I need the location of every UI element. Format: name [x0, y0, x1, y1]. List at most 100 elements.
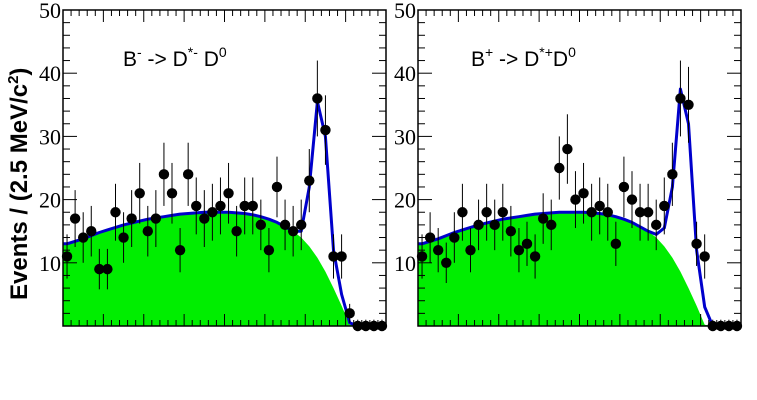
- marker: [457, 207, 468, 218]
- marker: [683, 99, 694, 111]
- right-data-point: [731, 319, 743, 332]
- marker: [344, 308, 355, 319]
- left-data-point: [118, 212, 129, 263]
- marker: [199, 213, 210, 224]
- marker: [546, 219, 557, 231]
- right-data-point: [691, 221, 702, 266]
- right-data-point: [618, 156, 630, 218]
- marker: [328, 251, 339, 262]
- left-data-point: [69, 190, 81, 247]
- left-data-point: [360, 319, 372, 332]
- panel-left: 10 20 30 40 50 B- -> D*- D0: [39, 0, 388, 332]
- left-data-point: [215, 177, 226, 235]
- left-data-point: [231, 205, 242, 257]
- right-data-point: [570, 171, 581, 229]
- left-y-tick-label: 30: [39, 124, 61, 149]
- marker: [659, 200, 670, 212]
- marker: [449, 232, 460, 243]
- left-data-point: [94, 248, 105, 290]
- right-data-point: [594, 177, 605, 235]
- right-data-point: [634, 183, 646, 241]
- marker: [312, 93, 323, 104]
- marker: [118, 232, 129, 243]
- marker: [207, 207, 218, 218]
- marker: [513, 244, 525, 256]
- right-data-point: [651, 199, 662, 251]
- marker: [667, 169, 678, 180]
- left-data-point: [239, 177, 250, 235]
- left-data-point: [296, 199, 307, 251]
- left-data-point: [61, 234, 73, 279]
- right-data-point: [578, 162, 589, 224]
- right-data-point: [449, 212, 460, 263]
- marker: [578, 188, 589, 199]
- left-data-point: [158, 142, 170, 206]
- right-data-point: [715, 319, 727, 332]
- right-y-tick-label: 20: [394, 188, 416, 213]
- panel-left-title: B- -> D*- D0: [123, 44, 227, 71]
- marker: [279, 219, 291, 231]
- left-data-point: [166, 162, 178, 224]
- marker: [271, 181, 283, 193]
- left-data-point: [263, 228, 275, 273]
- left-data-point: [223, 162, 234, 224]
- marker: [642, 207, 654, 218]
- right-data-point: [465, 228, 476, 273]
- marker: [134, 188, 145, 199]
- left-data-point: [255, 199, 267, 251]
- marker: [626, 194, 638, 205]
- marker: [497, 207, 508, 218]
- marker: [489, 219, 500, 231]
- left-y-tick-label: 50: [39, 0, 61, 23]
- left-data-point: [86, 205, 97, 257]
- marker: [723, 320, 735, 332]
- right-data-point: [513, 228, 525, 273]
- left-y-tick-label: 10: [39, 251, 61, 276]
- left-data-point: [207, 183, 218, 241]
- left-data-point: [368, 319, 380, 332]
- marker: [424, 232, 436, 243]
- marker: [247, 200, 258, 212]
- marker: [432, 244, 444, 256]
- left-data-point: [77, 212, 89, 263]
- marker: [110, 207, 121, 218]
- left-y-tick-label: 40: [39, 61, 61, 86]
- marker: [158, 169, 170, 180]
- marker: [602, 207, 613, 218]
- left-data-point: [312, 60, 323, 137]
- marker: [231, 226, 242, 237]
- marker: [142, 226, 153, 237]
- right-data-point: [521, 221, 533, 266]
- left-data-point: [279, 199, 291, 251]
- marker: [296, 219, 307, 231]
- marker: [150, 213, 162, 224]
- marker: [586, 207, 597, 218]
- marker: [416, 251, 428, 262]
- right-data-point: [723, 319, 735, 332]
- marker: [537, 213, 549, 224]
- marker: [77, 232, 89, 243]
- right-data-point: [675, 60, 686, 137]
- left-data-point: [247, 177, 258, 235]
- left-data-point: [142, 205, 153, 257]
- left-data-point: [344, 303, 355, 323]
- right-data-point: [432, 228, 444, 273]
- marker: [166, 188, 178, 199]
- left-y-tick-label: 20: [39, 188, 61, 213]
- right-data-point: [489, 199, 500, 251]
- left-data-point: [174, 228, 186, 273]
- right-data-point: [497, 183, 508, 241]
- left-data-point: [182, 142, 194, 206]
- marker: [287, 226, 299, 237]
- marker: [675, 93, 686, 104]
- left-data-point: [110, 183, 121, 241]
- marker: [699, 251, 710, 262]
- left-data-point: [328, 234, 339, 279]
- marker: [239, 200, 250, 212]
- left-data-point: [199, 190, 210, 247]
- right-data-point: [441, 242, 452, 284]
- right-data-point: [473, 199, 484, 251]
- marker: [368, 320, 380, 332]
- right-data-point: [424, 212, 436, 263]
- right-data-point: [602, 183, 613, 241]
